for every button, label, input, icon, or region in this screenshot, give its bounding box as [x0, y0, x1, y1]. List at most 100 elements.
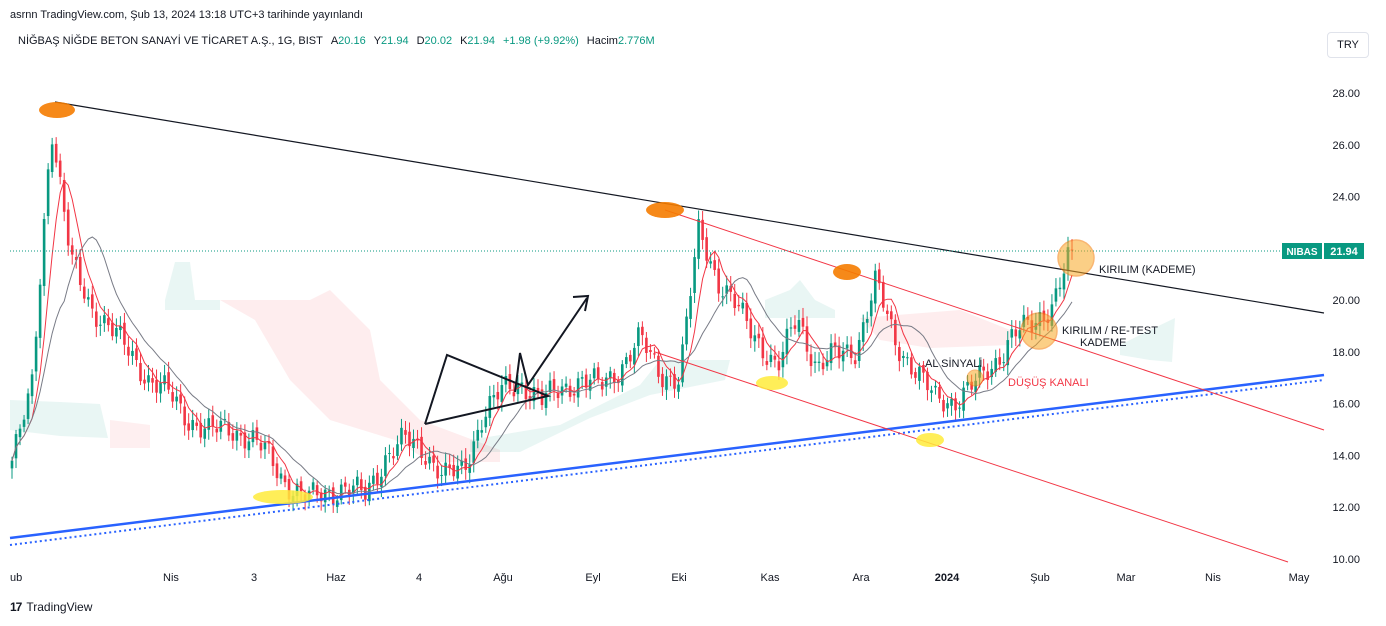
candle-body [749, 318, 753, 339]
candle-body [251, 430, 255, 443]
candle-body [448, 464, 451, 469]
candle-body [789, 327, 793, 329]
candle-body [829, 343, 833, 364]
y-tick-label: 18.00 [1332, 347, 1360, 359]
candle-body [1058, 287, 1062, 290]
candle-body [468, 464, 472, 473]
x-tick-label: Ağu [493, 572, 513, 584]
candle-body [95, 311, 98, 327]
candle-body [175, 396, 178, 402]
support-trendline [9, 373, 1325, 540]
candle-body [131, 350, 134, 356]
candle-body [74, 257, 78, 261]
candle-body [641, 326, 644, 336]
candle-body [966, 381, 969, 386]
candle-body [930, 390, 933, 393]
candle-body [119, 325, 122, 331]
price-tag-symbol-bg [1282, 243, 1322, 259]
candle-body [327, 490, 331, 492]
candle-body [127, 346, 130, 356]
candle-body [556, 393, 560, 399]
candle-body [46, 169, 50, 217]
candle-body [649, 350, 652, 353]
candle-body [155, 379, 158, 393]
candle-body [66, 209, 70, 246]
candle-body [191, 419, 194, 431]
candle-body [464, 458, 468, 470]
candle-body [319, 492, 323, 502]
candle-body [231, 433, 235, 441]
annotation-retest-kademe: KADEME [1080, 337, 1126, 349]
x-tick-label: Ara [852, 572, 870, 584]
cloud-red-2 [220, 290, 500, 462]
y-tick-label: 24.00 [1332, 192, 1360, 204]
candle-body [954, 398, 957, 411]
currency-button[interactable]: TRY [1327, 32, 1369, 58]
candle-body [890, 311, 893, 320]
candle-body [621, 364, 624, 386]
candle-body [239, 433, 243, 436]
candle-body [460, 460, 463, 466]
candle-body [572, 393, 576, 396]
candle-body [697, 219, 700, 259]
candle-body [1062, 273, 1066, 290]
x-tick-label: 2024 [935, 572, 960, 584]
candle-body [167, 372, 170, 390]
footer-brand: TradingView [26, 600, 93, 614]
candle-body [653, 353, 656, 355]
y-tick-label: 10.00 [1332, 554, 1360, 566]
candle-body [199, 422, 203, 438]
candle-body [801, 317, 805, 327]
candle-body [279, 473, 283, 479]
candle-body [906, 357, 909, 359]
candle-body [813, 361, 817, 364]
annotations: KIRILIM (KADEME) KIRILIM / RE-TEST KADEM… [925, 264, 1196, 389]
peak-marker-2 [646, 202, 684, 218]
candle-body [637, 327, 640, 347]
candle-body [861, 322, 865, 342]
candle-body [725, 285, 728, 294]
candle-body [480, 430, 484, 433]
drawings [9, 101, 1325, 563]
candle-body [837, 345, 841, 359]
symbol-title: NİĞBAŞ NİĞDE BETON SANAYİ VE TİCARET A.Ş… [18, 35, 323, 47]
candle-body [163, 375, 166, 385]
candle-body [404, 430, 407, 435]
candle-body [669, 375, 672, 377]
candle-body [994, 358, 998, 372]
candle-body [123, 322, 126, 345]
candle-body [400, 427, 403, 445]
candle-body [946, 403, 949, 409]
published-by: asrnn TradingView.com, Şub 13, 2024 13:1… [10, 9, 363, 21]
price-tag-symbol: NIBAS [1286, 247, 1317, 258]
retest-circle [1020, 312, 1058, 350]
cloud-red-1 [110, 420, 150, 448]
candle-body [396, 444, 399, 456]
candle-body [914, 372, 917, 378]
candle-body [821, 362, 825, 370]
time-axis: ub Nis 3 Haz 4 Ağu Eyl Eki Kas Ara 2024 Şub Mar Nis Ma… [10, 572, 1310, 584]
candle-body [580, 377, 584, 379]
candle-body [1054, 288, 1058, 302]
candle-body [283, 475, 287, 483]
x-tick-label: Kas [761, 572, 780, 584]
price-tag-value-bg [1324, 243, 1364, 259]
candle-body [825, 360, 829, 367]
annotation-retest: KIRILIM / RE-TEST [1062, 325, 1158, 337]
candle-body [103, 315, 106, 324]
cloud-green-5 [1120, 318, 1175, 362]
cloud-green-4 [765, 280, 835, 318]
candle-body [934, 385, 937, 388]
candle-body [942, 399, 945, 412]
candle-body [604, 377, 608, 387]
candle-body [998, 357, 1002, 365]
candle-body [195, 422, 198, 426]
candle-body [990, 368, 993, 378]
arrow-head [572, 294, 590, 312]
candle-body [299, 481, 303, 492]
candle-body [488, 395, 492, 418]
candle-body [805, 326, 809, 352]
footer: 17 TradingView [10, 600, 92, 614]
candles [10, 137, 1074, 514]
